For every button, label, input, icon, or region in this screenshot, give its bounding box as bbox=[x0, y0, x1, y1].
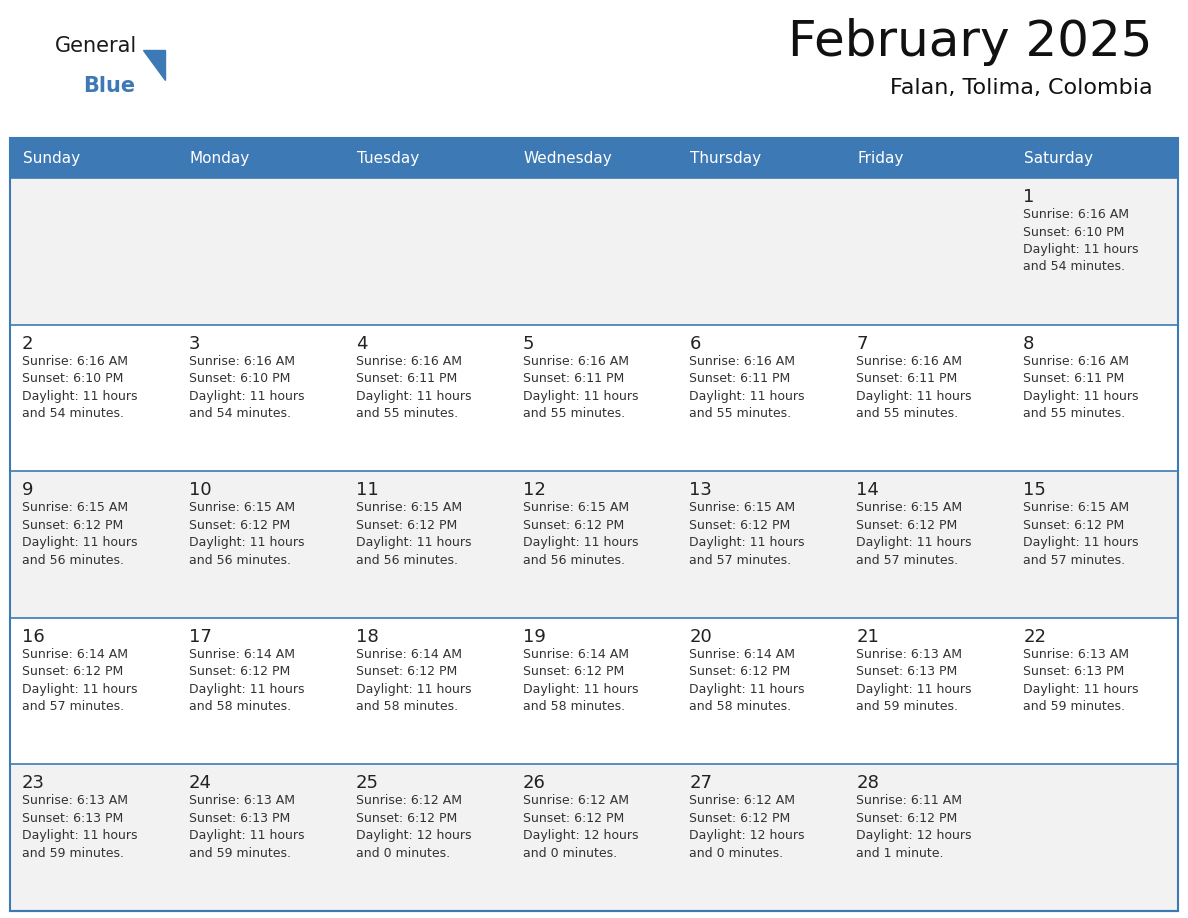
Text: 4: 4 bbox=[355, 334, 367, 353]
Text: Sunrise: 6:14 AM
Sunset: 6:12 PM
Daylight: 11 hours
and 57 minutes.: Sunrise: 6:14 AM Sunset: 6:12 PM Dayligh… bbox=[23, 648, 138, 713]
Text: February 2025: February 2025 bbox=[789, 18, 1154, 66]
Text: Sunrise: 6:12 AM
Sunset: 6:12 PM
Daylight: 12 hours
and 0 minutes.: Sunrise: 6:12 AM Sunset: 6:12 PM Dayligh… bbox=[355, 794, 472, 860]
Text: 15: 15 bbox=[1023, 481, 1045, 499]
Text: 12: 12 bbox=[523, 481, 545, 499]
Bar bbox=[10, 325, 1178, 471]
Text: Sunrise: 6:15 AM
Sunset: 6:12 PM
Daylight: 11 hours
and 57 minutes.: Sunrise: 6:15 AM Sunset: 6:12 PM Dayligh… bbox=[689, 501, 805, 566]
Text: Thursday: Thursday bbox=[690, 151, 762, 165]
Text: 24: 24 bbox=[189, 775, 211, 792]
Text: 21: 21 bbox=[857, 628, 879, 645]
Text: Sunrise: 6:15 AM
Sunset: 6:12 PM
Daylight: 11 hours
and 56 minutes.: Sunrise: 6:15 AM Sunset: 6:12 PM Dayligh… bbox=[523, 501, 638, 566]
Polygon shape bbox=[143, 50, 165, 80]
Text: Sunrise: 6:16 AM
Sunset: 6:11 PM
Daylight: 11 hours
and 55 minutes.: Sunrise: 6:16 AM Sunset: 6:11 PM Dayligh… bbox=[689, 354, 805, 420]
Text: Sunrise: 6:13 AM
Sunset: 6:13 PM
Daylight: 11 hours
and 59 minutes.: Sunrise: 6:13 AM Sunset: 6:13 PM Dayligh… bbox=[189, 794, 304, 860]
Text: 1: 1 bbox=[1023, 188, 1035, 206]
Text: Sunrise: 6:13 AM
Sunset: 6:13 PM
Daylight: 11 hours
and 59 minutes.: Sunrise: 6:13 AM Sunset: 6:13 PM Dayligh… bbox=[857, 648, 972, 713]
Text: Sunrise: 6:14 AM
Sunset: 6:12 PM
Daylight: 11 hours
and 58 minutes.: Sunrise: 6:14 AM Sunset: 6:12 PM Dayligh… bbox=[523, 648, 638, 713]
Text: 17: 17 bbox=[189, 628, 211, 645]
Text: General: General bbox=[55, 36, 138, 56]
Text: Blue: Blue bbox=[83, 76, 135, 96]
Text: Saturday: Saturday bbox=[1024, 151, 1093, 165]
Text: Sunrise: 6:14 AM
Sunset: 6:12 PM
Daylight: 11 hours
and 58 minutes.: Sunrise: 6:14 AM Sunset: 6:12 PM Dayligh… bbox=[689, 648, 805, 713]
Bar bbox=[10, 471, 1178, 618]
Text: Sunrise: 6:15 AM
Sunset: 6:12 PM
Daylight: 11 hours
and 56 minutes.: Sunrise: 6:15 AM Sunset: 6:12 PM Dayligh… bbox=[23, 501, 138, 566]
Text: 18: 18 bbox=[355, 628, 379, 645]
Text: Monday: Monday bbox=[190, 151, 251, 165]
Text: 2: 2 bbox=[23, 334, 33, 353]
Bar bbox=[10, 765, 1178, 911]
Text: Sunrise: 6:15 AM
Sunset: 6:12 PM
Daylight: 11 hours
and 57 minutes.: Sunrise: 6:15 AM Sunset: 6:12 PM Dayligh… bbox=[857, 501, 972, 566]
Text: Sunrise: 6:15 AM
Sunset: 6:12 PM
Daylight: 11 hours
and 56 minutes.: Sunrise: 6:15 AM Sunset: 6:12 PM Dayligh… bbox=[355, 501, 472, 566]
Text: 27: 27 bbox=[689, 775, 713, 792]
Text: Sunrise: 6:12 AM
Sunset: 6:12 PM
Daylight: 12 hours
and 0 minutes.: Sunrise: 6:12 AM Sunset: 6:12 PM Dayligh… bbox=[523, 794, 638, 860]
Text: Friday: Friday bbox=[858, 151, 904, 165]
Text: Tuesday: Tuesday bbox=[356, 151, 419, 165]
Text: Sunrise: 6:16 AM
Sunset: 6:11 PM
Daylight: 11 hours
and 55 minutes.: Sunrise: 6:16 AM Sunset: 6:11 PM Dayligh… bbox=[355, 354, 472, 420]
Text: Sunrise: 6:16 AM
Sunset: 6:11 PM
Daylight: 11 hours
and 55 minutes.: Sunrise: 6:16 AM Sunset: 6:11 PM Dayligh… bbox=[857, 354, 972, 420]
Text: 3: 3 bbox=[189, 334, 201, 353]
Text: 11: 11 bbox=[355, 481, 379, 499]
Text: 13: 13 bbox=[689, 481, 713, 499]
Bar bbox=[10, 618, 1178, 765]
Text: 7: 7 bbox=[857, 334, 867, 353]
Text: Sunrise: 6:15 AM
Sunset: 6:12 PM
Daylight: 11 hours
and 56 minutes.: Sunrise: 6:15 AM Sunset: 6:12 PM Dayligh… bbox=[189, 501, 304, 566]
Text: Sunrise: 6:14 AM
Sunset: 6:12 PM
Daylight: 11 hours
and 58 minutes.: Sunrise: 6:14 AM Sunset: 6:12 PM Dayligh… bbox=[355, 648, 472, 713]
Text: 14: 14 bbox=[857, 481, 879, 499]
Text: Falan, Tolima, Colombia: Falan, Tolima, Colombia bbox=[890, 78, 1154, 98]
Text: 19: 19 bbox=[523, 628, 545, 645]
Text: 28: 28 bbox=[857, 775, 879, 792]
Text: 25: 25 bbox=[355, 775, 379, 792]
Text: 6: 6 bbox=[689, 334, 701, 353]
Text: 22: 22 bbox=[1023, 628, 1047, 645]
Text: 9: 9 bbox=[23, 481, 33, 499]
Text: 16: 16 bbox=[23, 628, 45, 645]
Text: 26: 26 bbox=[523, 775, 545, 792]
Text: Sunrise: 6:13 AM
Sunset: 6:13 PM
Daylight: 11 hours
and 59 minutes.: Sunrise: 6:13 AM Sunset: 6:13 PM Dayligh… bbox=[1023, 648, 1138, 713]
Bar bbox=[10, 178, 1178, 325]
Text: Sunrise: 6:16 AM
Sunset: 6:10 PM
Daylight: 11 hours
and 54 minutes.: Sunrise: 6:16 AM Sunset: 6:10 PM Dayligh… bbox=[1023, 208, 1138, 274]
Text: Sunrise: 6:14 AM
Sunset: 6:12 PM
Daylight: 11 hours
and 58 minutes.: Sunrise: 6:14 AM Sunset: 6:12 PM Dayligh… bbox=[189, 648, 304, 713]
Text: Sunrise: 6:16 AM
Sunset: 6:11 PM
Daylight: 11 hours
and 55 minutes.: Sunrise: 6:16 AM Sunset: 6:11 PM Dayligh… bbox=[523, 354, 638, 420]
Text: Wednesday: Wednesday bbox=[524, 151, 612, 165]
Text: Sunrise: 6:16 AM
Sunset: 6:10 PM
Daylight: 11 hours
and 54 minutes.: Sunrise: 6:16 AM Sunset: 6:10 PM Dayligh… bbox=[23, 354, 138, 420]
Text: Sunrise: 6:16 AM
Sunset: 6:10 PM
Daylight: 11 hours
and 54 minutes.: Sunrise: 6:16 AM Sunset: 6:10 PM Dayligh… bbox=[189, 354, 304, 420]
Text: Sunrise: 6:16 AM
Sunset: 6:11 PM
Daylight: 11 hours
and 55 minutes.: Sunrise: 6:16 AM Sunset: 6:11 PM Dayligh… bbox=[1023, 354, 1138, 420]
Text: 20: 20 bbox=[689, 628, 712, 645]
Text: Sunrise: 6:12 AM
Sunset: 6:12 PM
Daylight: 12 hours
and 0 minutes.: Sunrise: 6:12 AM Sunset: 6:12 PM Dayligh… bbox=[689, 794, 805, 860]
Text: 8: 8 bbox=[1023, 334, 1035, 353]
Text: Sunrise: 6:15 AM
Sunset: 6:12 PM
Daylight: 11 hours
and 57 minutes.: Sunrise: 6:15 AM Sunset: 6:12 PM Dayligh… bbox=[1023, 501, 1138, 566]
Text: 10: 10 bbox=[189, 481, 211, 499]
Bar bbox=[10, 138, 1178, 178]
Bar bbox=[10, 138, 1178, 911]
Text: Sunday: Sunday bbox=[23, 151, 80, 165]
Text: 23: 23 bbox=[23, 775, 45, 792]
Text: Sunrise: 6:11 AM
Sunset: 6:12 PM
Daylight: 12 hours
and 1 minute.: Sunrise: 6:11 AM Sunset: 6:12 PM Dayligh… bbox=[857, 794, 972, 860]
Text: Sunrise: 6:13 AM
Sunset: 6:13 PM
Daylight: 11 hours
and 59 minutes.: Sunrise: 6:13 AM Sunset: 6:13 PM Dayligh… bbox=[23, 794, 138, 860]
Text: 5: 5 bbox=[523, 334, 535, 353]
